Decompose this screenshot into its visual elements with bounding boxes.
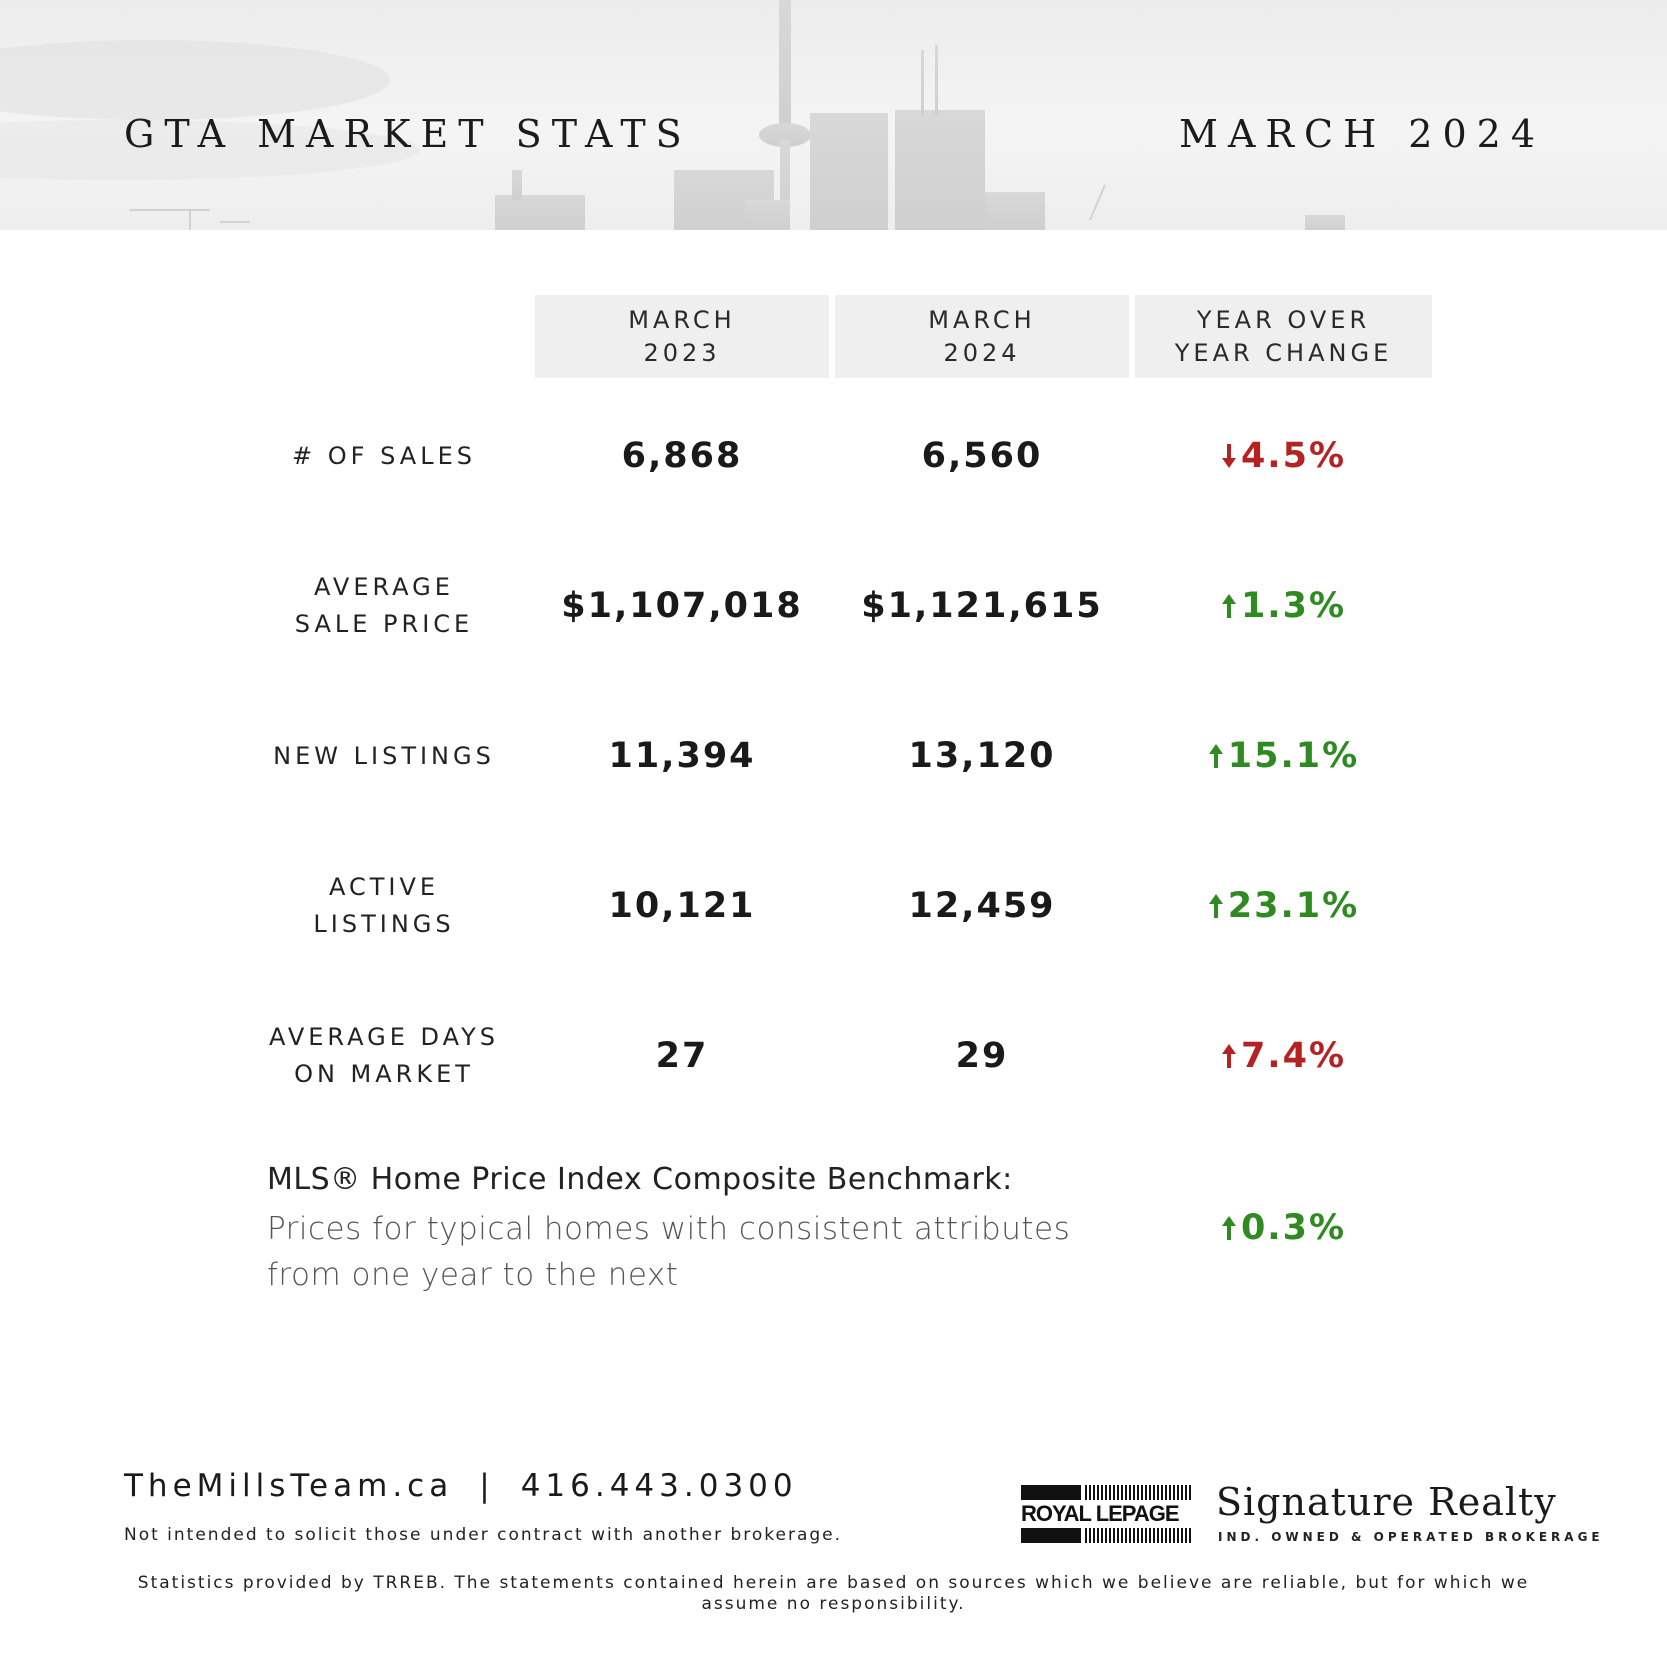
page-title: GTA MARKET STATS: [124, 112, 692, 156]
phone-number[interactable]: 416.443.0300: [520, 1468, 798, 1504]
hpi-description: Prices for typical homes with consistent…: [267, 1211, 1071, 1293]
yoy-change: 15.1%: [1135, 706, 1432, 806]
column-header-march-2023: MARCH 2023: [535, 295, 829, 378]
arrow-up-icon: [1208, 743, 1224, 769]
yoy-change: 7.4%: [1135, 1006, 1432, 1106]
row-label: AVERAGE SALE PRICE: [294, 573, 474, 638]
statistics-disclaimer: Statistics provided by TRREB. The statem…: [137, 1573, 1530, 1614]
arrow-up-icon: [1221, 1043, 1237, 1069]
arrow-up-icon: [1208, 893, 1224, 919]
value-2023: 27: [655, 1036, 709, 1076]
change-value: 1.3%: [1240, 586, 1347, 626]
stat-row-days-on-market: AVERAGE DAYS ON MARKET 27 29 7.4%: [0, 1006, 1667, 1106]
value-2023: 10,121: [608, 886, 756, 926]
stat-row-avg-price: AVERAGE SALE PRICE $1,107,018 $1,121,615…: [0, 556, 1667, 656]
report-date: MARCH 2024: [1179, 112, 1545, 156]
value-2023: $1,107,018: [561, 586, 803, 626]
hpi-change: 0.3%: [1135, 1178, 1432, 1278]
brokerage-subtitle: IND. OWNED & OPERATED BROKERAGE: [1218, 1530, 1604, 1544]
contact-line: TheMillsTeam.ca | 416.443.0300: [124, 1468, 798, 1504]
change-value: 15.1%: [1227, 736, 1360, 776]
logo-wordmark: ROYAL LEPAGE: [1021, 1501, 1180, 1526]
stat-row-active-listings: ACTIVE LISTINGS 10,121 12,459 23.1%: [0, 856, 1667, 956]
solicitation-disclaimer: Not intended to solicit those under cont…: [124, 1525, 843, 1545]
change-value: 0.3%: [1240, 1208, 1347, 1248]
logo-bottom-stripe: [1021, 1528, 1192, 1543]
value-2023: 11,394: [608, 736, 756, 776]
row-label: AVERAGE DAYS ON MARKET: [268, 1023, 500, 1088]
yoy-change: 23.1%: [1135, 856, 1432, 956]
row-label: # OF SALES: [292, 441, 476, 470]
stat-row-new-listings: NEW LISTINGS 11,394 13,120 15.1%: [0, 706, 1667, 806]
change-value: 23.1%: [1227, 886, 1360, 926]
change-value: 4.5%: [1240, 436, 1347, 476]
stat-row-sales: # OF SALES 6,868 6,560 4.5%: [0, 406, 1667, 506]
value-2024: 13,120: [908, 736, 1056, 776]
hpi-row: 0.3%: [0, 1178, 1667, 1278]
arrow-down-icon: [1221, 443, 1237, 469]
toronto-skyline-image: [0, 0, 1345, 230]
value-2024: 6,560: [921, 436, 1043, 476]
royal-lepage-logo: ROYAL LEPAGE: [1021, 1485, 1192, 1543]
brokerage-name: Signature Realty: [1216, 1480, 1557, 1524]
arrow-up-icon: [1221, 593, 1237, 619]
separator: |: [479, 1468, 495, 1504]
value-2024: 12,459: [908, 886, 1056, 926]
value-2024: $1,121,615: [861, 586, 1103, 626]
column-header-march-2024: MARCH 2024: [835, 295, 1129, 378]
value-2023: 6,868: [621, 436, 743, 476]
change-value: 7.4%: [1240, 1036, 1347, 1076]
header-banner: GTA MARKET STATS MARCH 2024: [0, 0, 1667, 230]
website-link[interactable]: TheMillsTeam.ca: [124, 1468, 454, 1504]
yoy-change: 1.3%: [1135, 556, 1432, 656]
yoy-change: 4.5%: [1135, 406, 1432, 506]
arrow-up-icon: [1221, 1215, 1237, 1241]
row-label: ACTIVE LISTINGS: [313, 873, 455, 938]
value-2024: 29: [955, 1036, 1009, 1076]
row-label: NEW LISTINGS: [273, 741, 495, 770]
hpi-title: MLS® Home Price Index Composite Benchmar…: [267, 1162, 1013, 1197]
column-header-yoy-change: YEAR OVER YEAR CHANGE: [1135, 295, 1432, 378]
logo-top-stripe: [1021, 1485, 1192, 1500]
